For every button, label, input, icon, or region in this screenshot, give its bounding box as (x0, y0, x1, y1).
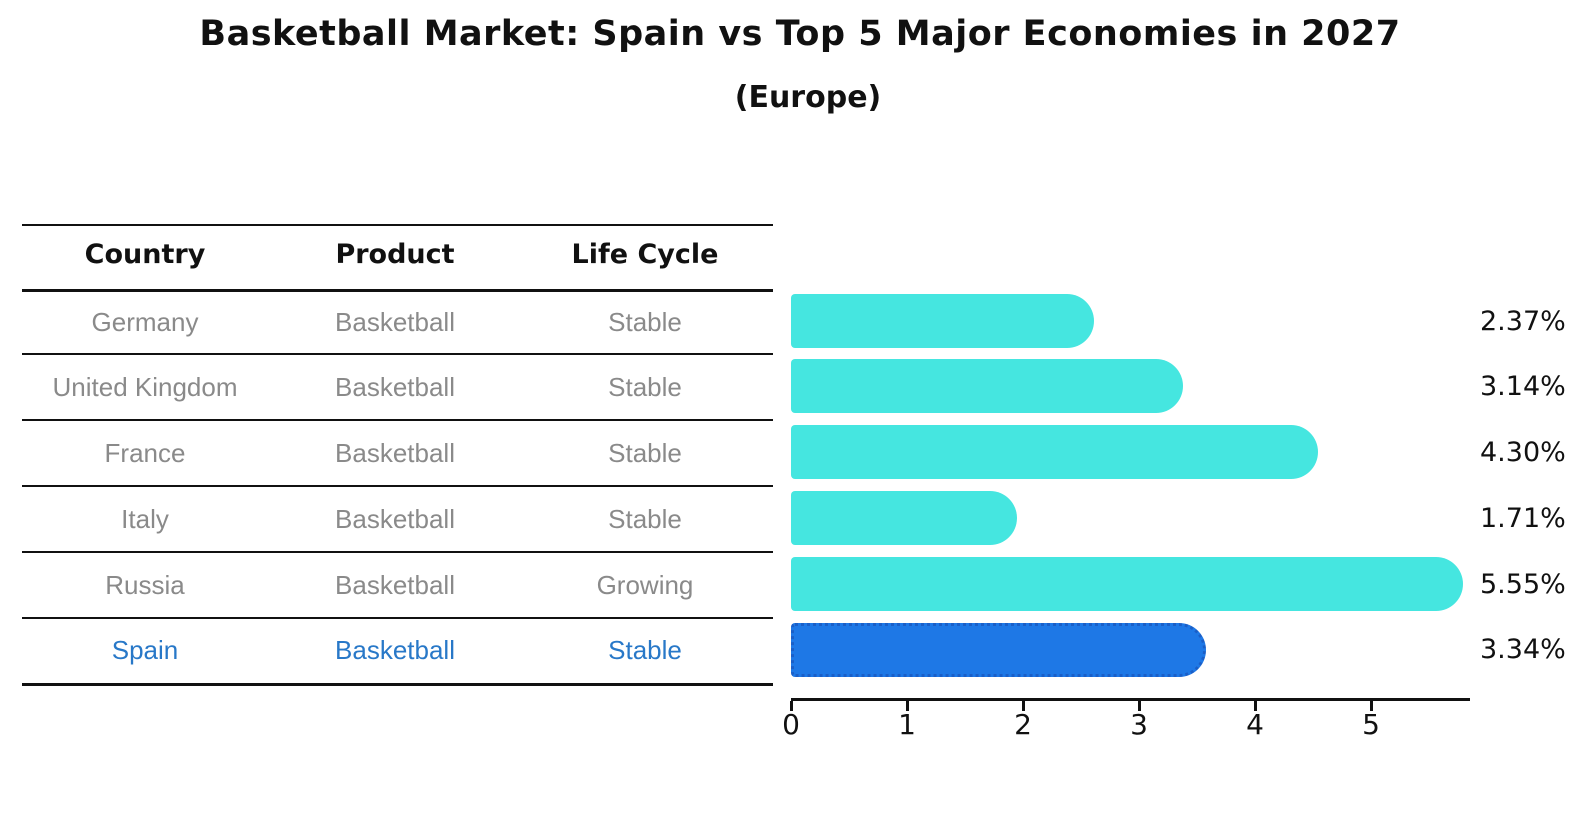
value-label: 4.30% (1480, 437, 1566, 468)
table-divider (22, 224, 773, 226)
table-cell-life-cycle: Stable (608, 438, 682, 468)
table-cell-country: Russia (105, 570, 185, 600)
table-divider (22, 551, 773, 553)
x-axis-tick-label: 3 (1130, 708, 1148, 741)
x-axis-tick (1022, 701, 1025, 711)
x-axis-tick-label: 2 (1014, 708, 1032, 741)
table-cell-country: France (104, 438, 186, 468)
x-axis-tick (1138, 701, 1141, 711)
table-cell-life-cycle: Stable (608, 307, 682, 337)
x-axis-tick (906, 701, 909, 711)
table-cell-life-cycle: Stable (608, 504, 682, 534)
bar-united-kingdom (791, 359, 1184, 413)
x-axis-tick-label: 4 (1246, 708, 1264, 741)
table-cell-life-cycle: Stable (608, 372, 682, 402)
table-divider (22, 617, 773, 619)
table-divider (22, 485, 773, 487)
value-label: 2.37% (1480, 306, 1566, 337)
table-cell-country: Spain (111, 635, 179, 665)
x-axis-tick-label: 0 (782, 708, 800, 741)
table-cell-product: Basketball (335, 570, 455, 600)
table-cell-product: Basketball (335, 307, 455, 337)
table-divider (22, 289, 773, 292)
value-label: 3.34% (1480, 634, 1566, 665)
bar-spain (791, 623, 1207, 677)
table-cell-country: Italy (121, 504, 169, 534)
table-header-product: Product (335, 239, 455, 270)
bar-italy (791, 491, 1018, 545)
x-axis-tick (1254, 701, 1257, 711)
value-label: 5.55% (1480, 569, 1566, 600)
bar-russia (791, 557, 1463, 611)
table-cell-life-cycle: Stable (608, 635, 682, 665)
table-cell-life-cycle: Growing (596, 570, 694, 600)
table-cell-product: Basketball (335, 438, 455, 468)
table-header-country: Country (84, 239, 206, 270)
x-axis-tick-label: 1 (898, 708, 916, 741)
value-label: 1.71% (1480, 503, 1566, 534)
x-axis-tick-label: 5 (1362, 708, 1380, 741)
table-header-life-cycle: Life Cycle (571, 239, 719, 270)
x-axis (791, 698, 1470, 701)
table-divider (22, 353, 773, 355)
table-cell-product: Basketball (335, 504, 455, 534)
bar-france (791, 425, 1318, 479)
table-divider (22, 683, 773, 686)
chart-title: Basketball Market: Spain vs Top 5 Major … (199, 14, 1401, 54)
table-cell-country: Germany (91, 307, 199, 337)
table-cell-country: United Kingdom (52, 372, 238, 402)
x-axis-tick (1370, 701, 1373, 711)
value-label: 3.14% (1480, 371, 1566, 402)
table-cell-product: Basketball (335, 635, 455, 665)
table-divider (22, 419, 773, 421)
x-axis-tick (790, 701, 793, 711)
bar-germany (791, 294, 1094, 348)
chart-subtitle: (Europe) (734, 80, 882, 115)
table-cell-product: Basketball (335, 372, 455, 402)
